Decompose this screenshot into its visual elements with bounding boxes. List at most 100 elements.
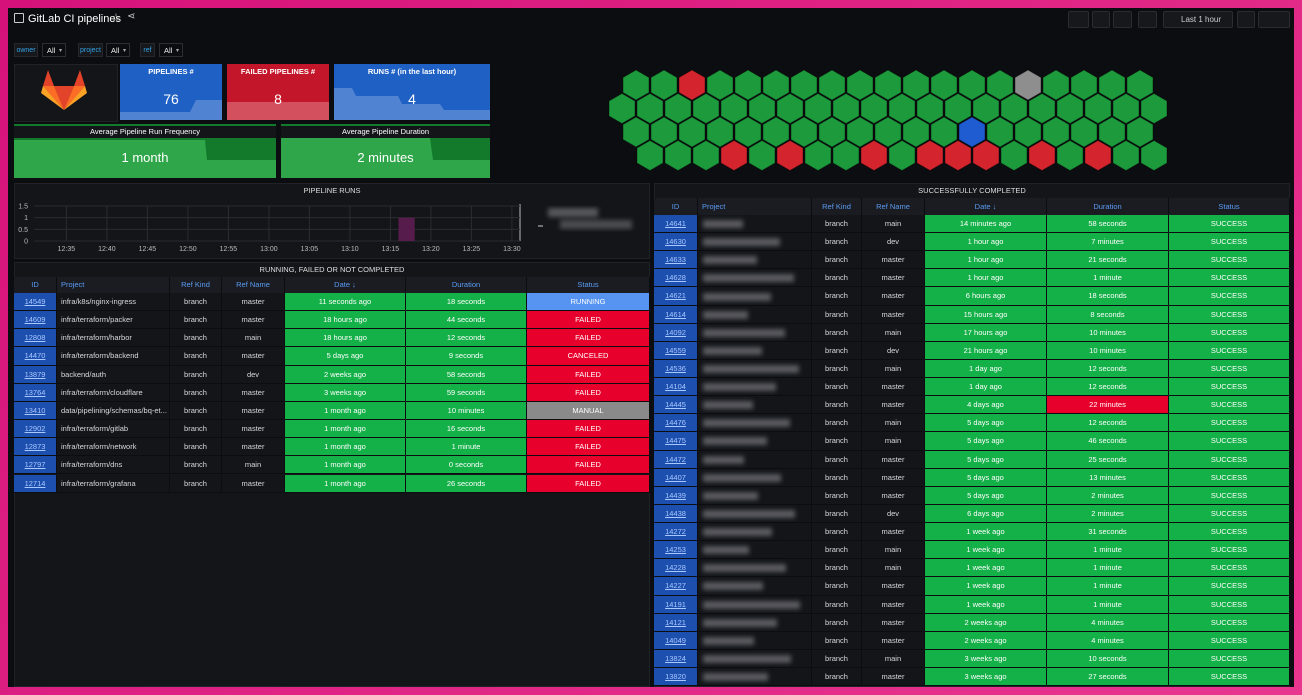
pipeline-id-link[interactable]: 12797 [14, 456, 57, 475]
column-header[interactable]: Status [527, 277, 650, 293]
project-cell-redacted [698, 577, 812, 596]
table-cell: SUCCESS [1169, 631, 1290, 650]
status-hexagon [1028, 139, 1056, 172]
pipeline-id-link[interactable]: 14445 [654, 396, 698, 415]
column-header[interactable]: Project [698, 198, 812, 215]
table-cell: FAILED [527, 365, 650, 384]
table-cell: 3 weeks ago [925, 649, 1047, 668]
pipeline-id-link[interactable]: 14641 [654, 215, 698, 234]
column-header[interactable]: Status [1169, 198, 1290, 215]
pipeline-id-link[interactable]: 14609 [14, 311, 57, 330]
pipeline-id-link[interactable]: 14272 [654, 523, 698, 542]
variable-value[interactable]: All ▾ [159, 43, 183, 57]
status-hexagon [1042, 116, 1070, 148]
pipeline-id-link[interactable]: 13764 [14, 383, 57, 402]
status-hexagon [1084, 92, 1112, 125]
table-cell: 1 day ago [925, 359, 1047, 379]
pipeline-id-link[interactable]: 13824 [654, 649, 698, 668]
table-cell: 1 month ago [285, 474, 406, 493]
pipeline-id-link[interactable]: 14049 [654, 631, 698, 650]
view-mode-button[interactable] [1138, 11, 1157, 28]
time-picker[interactable]: Last 1 hour [1163, 11, 1233, 28]
star-icon[interactable]: ☆ [111, 12, 121, 24]
table-cell: branch [170, 456, 222, 475]
column-header[interactable]: ID [654, 198, 698, 215]
column-header[interactable]: Date ↓ [285, 277, 406, 293]
table-cell: SUCCESS [1169, 359, 1290, 379]
pipeline-id-link[interactable]: 14536 [654, 359, 698, 379]
pipeline-id-link[interactable]: 13820 [654, 668, 698, 687]
pipeline-id-link[interactable]: 14633 [654, 251, 698, 270]
table-cell: 5 days ago [925, 468, 1047, 487]
status-hexagon [1000, 139, 1028, 172]
table-cell: dev [222, 365, 285, 384]
pipeline-id-link[interactable]: 14407 [654, 468, 698, 487]
status-hexagon [818, 116, 846, 148]
pipeline-id-link[interactable]: 14614 [654, 305, 698, 324]
table-cell: infra/terraform/cloudflare [57, 383, 170, 402]
save-button[interactable] [1092, 11, 1110, 28]
pipeline-id-link[interactable]: 13410 [14, 401, 57, 421]
status-hexagon [1112, 92, 1140, 125]
column-header[interactable]: Ref Kind [170, 277, 222, 293]
pipeline-id-link[interactable]: 12714 [14, 474, 57, 493]
column-header[interactable]: Ref Name [862, 198, 925, 215]
status-hexagon [930, 69, 958, 101]
pipeline-id-link[interactable]: 13879 [14, 365, 57, 384]
project-cell-redacted [698, 378, 812, 397]
variable-value[interactable]: All ▾ [42, 43, 66, 57]
pipeline-id-link[interactable]: 14472 [654, 450, 698, 469]
pipeline-id-link[interactable]: 14228 [654, 559, 698, 578]
pipeline-id-link[interactable]: 14559 [654, 341, 698, 360]
dashboards-icon[interactable] [14, 13, 24, 23]
pipeline-id-link[interactable]: 12873 [14, 438, 57, 457]
status-hexagon [664, 92, 692, 125]
pipeline-id-link[interactable]: 14476 [654, 414, 698, 433]
table-cell: 5 days ago [925, 414, 1047, 433]
pipeline-id-link[interactable]: 14104 [654, 378, 698, 397]
pipeline-id-link[interactable]: 14227 [654, 577, 698, 596]
table-cell: SUCCESS [1169, 668, 1290, 687]
table-cell: master [862, 523, 925, 542]
pipeline-id-link[interactable]: 14470 [14, 347, 57, 366]
table-cell: branch [812, 323, 862, 342]
pipeline-id-link[interactable]: 12902 [14, 420, 57, 439]
dashboard-title[interactable]: GitLab CI pipelines [28, 13, 121, 25]
pipeline-id-link[interactable]: 14549 [14, 293, 57, 312]
zoom-out-button[interactable] [1237, 11, 1255, 28]
pipeline-id-link[interactable]: 12808 [14, 329, 57, 348]
settings-button[interactable] [1113, 11, 1132, 28]
column-header[interactable]: Ref Name [222, 277, 285, 293]
column-header[interactable]: Project [57, 277, 170, 293]
sparkline [120, 100, 222, 120]
table-cell: master [222, 383, 285, 402]
project-cell-redacted [698, 631, 812, 650]
column-header[interactable]: Date ↓ [925, 198, 1047, 215]
add-panel-button[interactable] [1068, 11, 1089, 28]
pipeline-id-link[interactable]: 14475 [654, 432, 698, 451]
variable-value[interactable]: All ▾ [106, 43, 130, 57]
pipeline-id-link[interactable]: 14191 [654, 595, 698, 614]
share-icon[interactable]: ⋖ [127, 11, 136, 22]
pipeline-id-link[interactable]: 14630 [654, 233, 698, 252]
project-cell-redacted [698, 668, 812, 687]
status-hexagon [664, 139, 692, 172]
table-cell: 1 hour ago [925, 269, 1047, 288]
pipeline-id-link[interactable]: 14092 [654, 323, 698, 342]
pipeline-id-link[interactable]: 14628 [654, 269, 698, 288]
pipeline-id-link[interactable]: 14621 [654, 287, 698, 306]
table-cell: branch [812, 649, 862, 668]
column-header[interactable]: Duration [1047, 198, 1169, 215]
table-cell: master [222, 311, 285, 330]
pipeline-id-link[interactable]: 14438 [654, 504, 698, 524]
column-header[interactable]: ID [14, 277, 57, 293]
status-hexagon [902, 116, 930, 148]
pipeline-id-link[interactable]: 14121 [654, 613, 698, 632]
refresh-button[interactable] [1258, 11, 1290, 28]
table-cell: branch [170, 420, 222, 439]
pipeline-id-link[interactable]: 14253 [654, 541, 698, 560]
project-cell-redacted [698, 269, 812, 288]
column-header[interactable]: Ref Kind [812, 198, 862, 215]
column-header[interactable]: Duration [406, 277, 527, 293]
pipeline-id-link[interactable]: 14439 [654, 486, 698, 505]
